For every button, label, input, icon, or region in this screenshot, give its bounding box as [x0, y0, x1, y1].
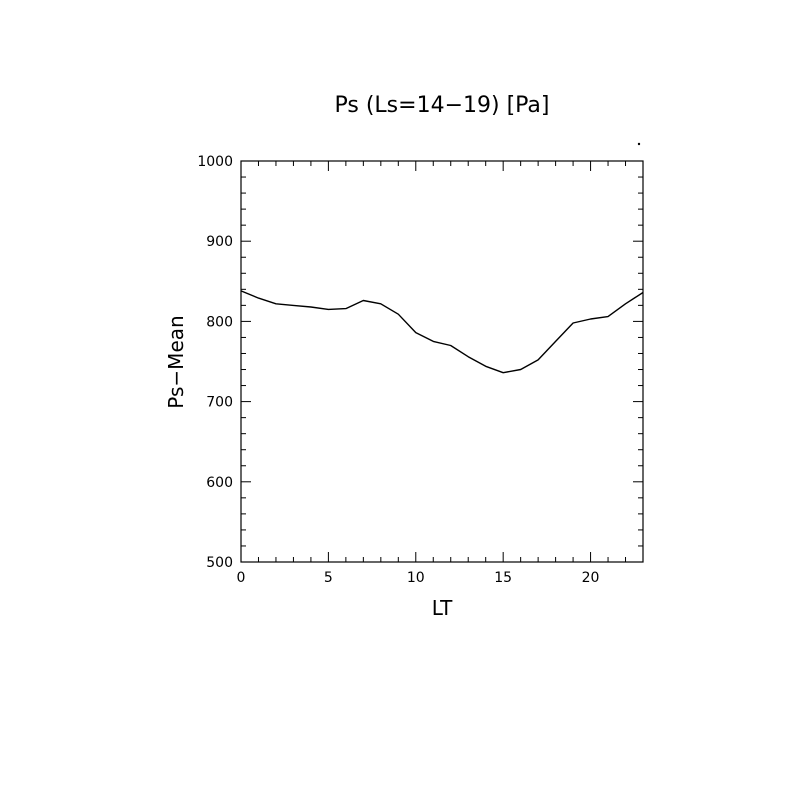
x-axis-label: LT: [432, 596, 453, 620]
x-tick-label: 20: [582, 570, 600, 586]
chart-title: Ps (Ls=14−19) [Pa]: [335, 93, 550, 118]
y-tick-label: 700: [206, 395, 233, 411]
y-tick-label: 900: [206, 234, 233, 250]
series-line-ps-mean: [240, 290, 644, 374]
y-tick-label: 1000: [197, 154, 233, 170]
plot-frame: [240, 160, 644, 563]
corner-dot-mark: [637, 142, 641, 146]
x-tick-label: 10: [407, 570, 425, 586]
x-tick-label: 5: [324, 570, 333, 586]
x-tick-label: 0: [237, 570, 246, 586]
axis-ticks: [240, 160, 644, 563]
tick-labels: 0 5 10 15 20 500 600 700 800 900 1000: [197, 154, 599, 586]
y-axis-label: Ps−Mean: [164, 315, 188, 408]
x-tick-label: 15: [494, 570, 512, 586]
y-tick-label: 600: [206, 475, 233, 491]
y-tick-label: 500: [206, 555, 233, 571]
y-tick-label: 800: [206, 314, 233, 330]
